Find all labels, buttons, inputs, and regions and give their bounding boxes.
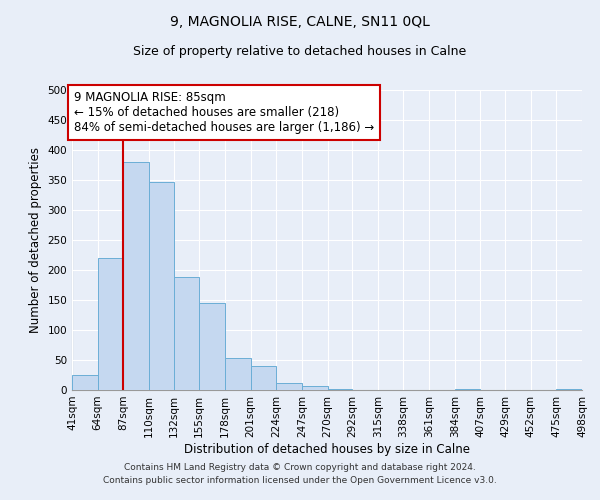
Text: 9 MAGNOLIA RISE: 85sqm
← 15% of detached houses are smaller (218)
84% of semi-de: 9 MAGNOLIA RISE: 85sqm ← 15% of detached… — [74, 91, 374, 134]
Bar — [98, 258, 124, 390]
Bar — [199, 303, 225, 390]
Bar — [173, 277, 199, 390]
Bar — [556, 389, 582, 390]
Text: 9, MAGNOLIA RISE, CALNE, SN11 0QL: 9, MAGNOLIA RISE, CALNE, SN11 0QL — [170, 15, 430, 29]
Bar — [302, 386, 328, 390]
Bar — [225, 358, 251, 390]
Bar — [124, 162, 149, 390]
Bar — [276, 384, 302, 390]
Text: Size of property relative to detached houses in Calne: Size of property relative to detached ho… — [133, 45, 467, 58]
Y-axis label: Number of detached properties: Number of detached properties — [29, 147, 42, 333]
Bar — [328, 389, 352, 390]
X-axis label: Distribution of detached houses by size in Calne: Distribution of detached houses by size … — [184, 442, 470, 456]
Bar — [251, 366, 276, 390]
Bar — [149, 182, 173, 390]
Bar — [72, 375, 98, 390]
Text: Contains HM Land Registry data © Crown copyright and database right 2024.
Contai: Contains HM Land Registry data © Crown c… — [103, 464, 497, 485]
